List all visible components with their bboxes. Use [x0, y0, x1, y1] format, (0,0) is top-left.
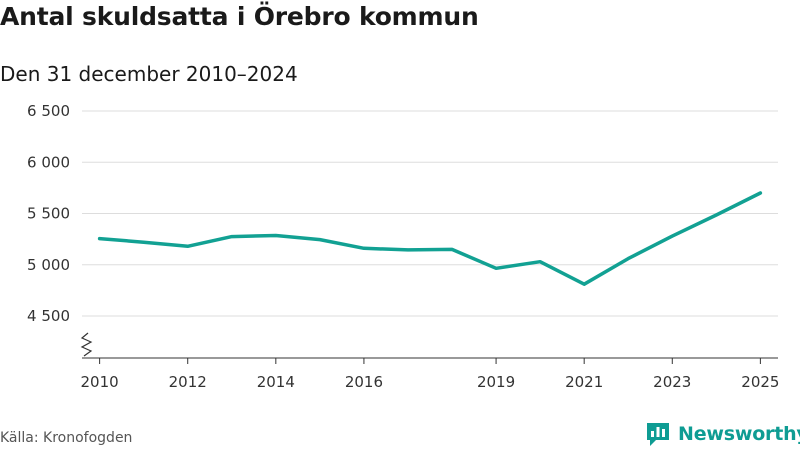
- x-tick-label: 2023: [653, 373, 691, 391]
- y-tick-label: 4 500: [27, 307, 70, 325]
- brand-logo: Newsworthy: [645, 420, 800, 448]
- x-tick-label: 2021: [565, 373, 603, 391]
- newsworthy-logo-icon: [647, 423, 669, 446]
- y-tick-label: 5 500: [27, 205, 70, 223]
- source-note: Källa: Kronofogden: [0, 430, 133, 446]
- chart-subtitle: Den 31 december 2010–2024: [0, 62, 298, 86]
- x-tick-label: 2019: [477, 373, 515, 391]
- x-tick-label: 2014: [257, 373, 295, 391]
- x-tick-label: 2010: [81, 373, 119, 391]
- series-line: [97, 191, 763, 286]
- x-tick-label: 2012: [169, 373, 207, 391]
- line-chart: 4 500 5 000 5 500 6 000 6 500 2010 2012 2014 201…: [27, 102, 779, 391]
- y-tick-label: 6 000: [27, 153, 70, 171]
- axis-break-icon: [80, 332, 93, 357]
- x-tick-label: 2016: [345, 373, 383, 391]
- y-tick-label: 6 500: [27, 102, 70, 120]
- chart-title: Antal skuldsatta i Örebro kommun: [0, 2, 479, 31]
- x-tick-label: 2025: [741, 373, 779, 391]
- y-tick-label: 5 000: [27, 256, 70, 274]
- brand-name: Newsworthy: [678, 423, 800, 445]
